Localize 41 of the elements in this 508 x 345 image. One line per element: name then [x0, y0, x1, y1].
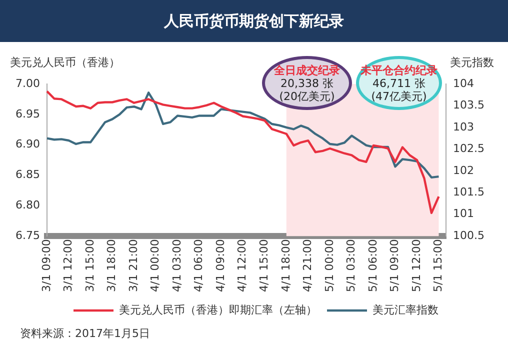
y-tick-label: 6.75	[16, 228, 40, 242]
y-tick-label: 6.80	[16, 198, 40, 212]
legend-label: 美元汇率指数	[372, 303, 438, 316]
y-tick-label: 6.90	[16, 138, 40, 151]
x-tick-label: 4/1 03:00	[170, 239, 184, 292]
x-tick-label: 3/1 21:00	[126, 239, 140, 292]
y2-axis-title: 美元指数	[450, 55, 494, 70]
x-tick-label: 3/1 15:00	[83, 239, 96, 292]
y2-tick-label: 100.5	[453, 228, 484, 242]
y2-tick-label: 101	[453, 207, 474, 220]
x-tick-label: 5/1 15:00	[432, 239, 445, 292]
text: 资料来源：2017年1月5日	[20, 326, 150, 341]
annotation: 全日成交纪录 20,338 张 (20亿美元)	[274, 64, 340, 102]
x-tick-label: 3/1 18:00	[105, 239, 118, 292]
legend-label: 美元兑人民币（香港）即期汇率（左轴）	[119, 303, 317, 316]
x-tick-label: 5/1 03:00	[344, 239, 358, 292]
x-tick-label: 3/1 09:00	[40, 239, 53, 292]
x-tick-label: 4/1 12:00	[236, 239, 249, 292]
callout-ellipse: 全日成交纪录 20,338 张 (20亿美元)	[262, 56, 352, 110]
y-tick-label: 7.00	[16, 76, 40, 90]
chart-title: 人民币货币期货创下新纪录	[0, 0, 508, 42]
x-tick-label: 4/1 21:00	[301, 239, 314, 292]
x-tick-label: 4/1 18:00	[279, 239, 292, 292]
x-tick-label: 4/1 00:00	[148, 239, 162, 292]
x-tick-label: 3/1 12:00	[62, 239, 75, 292]
y2-tick-label: 102	[453, 164, 474, 177]
y-axis-title: 美元兑人民币（香港）	[10, 55, 120, 70]
x-tick-label: 4/1 09:00	[214, 239, 227, 292]
y2-tick-label: 101.5	[453, 186, 484, 198]
y2-tick-label: 104	[453, 76, 474, 90]
x-tick-label: 5/1 09:00	[388, 239, 402, 292]
y-tick-label: 6.95	[16, 107, 40, 120]
x-tick-label: 5/1 00:00	[322, 239, 336, 292]
x-tick-label: 4/1 06:00	[192, 239, 206, 292]
y-tick-label: 6.85	[16, 168, 40, 182]
y2-tick-label: 103.5	[453, 98, 484, 112]
x-tick-label: 4/1 15:00	[257, 239, 270, 292]
x-tick-label: 5/1 12:00	[410, 239, 423, 292]
x-tick-label: 5/1 06:00	[366, 239, 380, 292]
y2-tick-label: 102.5	[453, 142, 484, 156]
y2-tick-label: 103	[453, 120, 474, 134]
